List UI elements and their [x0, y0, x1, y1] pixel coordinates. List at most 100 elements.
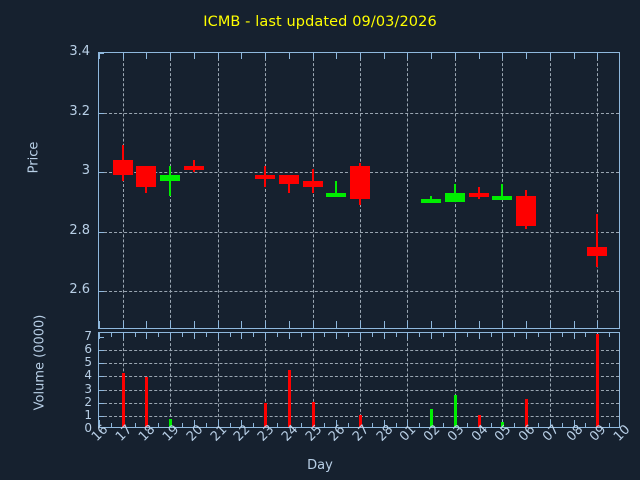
price-gridline [99, 231, 619, 233]
volume-top-tick [549, 333, 551, 339]
candle-wick [335, 181, 338, 196]
volume-bar [169, 419, 173, 427]
volume-bottom-minor-tick [585, 423, 587, 427]
price-gridline [99, 291, 619, 293]
volume-tick-label: 3 [84, 381, 92, 396]
candle-body [492, 195, 513, 200]
volume-tick-mark [99, 415, 104, 417]
price-axis-label: Price [26, 141, 42, 174]
volume-bottom-minor-tick [205, 423, 207, 427]
price-tick-label: 2.6 [69, 282, 90, 298]
volume-bottom-tick [336, 420, 338, 427]
volume-tick-mark [99, 389, 104, 391]
volume-gridline-vertical [217, 333, 219, 427]
volume-top-minor-tick [276, 333, 278, 337]
volume-top-tick [170, 333, 172, 339]
volume-top-minor-tick [466, 333, 468, 337]
volume-gridline-vertical [549, 333, 551, 427]
candle-body [468, 192, 489, 197]
volume-bottom-minor-tick [395, 423, 397, 427]
candle-body [350, 166, 370, 199]
volume-gridline [99, 376, 619, 378]
volume-tick-mark [99, 350, 104, 352]
volume-bottom-minor-tick [514, 423, 516, 427]
price-tick-label: 3.4 [69, 44, 90, 59]
volume-bottom-tick [193, 420, 195, 427]
chart-title: ICMB - last updated 09/03/2026 [203, 14, 437, 30]
volume-top-minor-tick [609, 333, 611, 337]
volume-top-tick [146, 333, 148, 339]
volume-gridline [99, 350, 619, 352]
volume-gridline [99, 389, 619, 391]
volume-bottom-minor-tick [490, 423, 492, 427]
volume-tick-mark [99, 376, 104, 378]
volume-bar [501, 421, 505, 427]
volume-bar [359, 415, 362, 427]
price-bottom-tick [549, 321, 551, 328]
volume-gridline-vertical [502, 333, 504, 427]
volume-top-minor-tick [585, 333, 587, 337]
volume-top-minor-tick [158, 333, 160, 337]
volume-top-tick [312, 333, 314, 339]
price-tick-label: 3.2 [69, 103, 90, 119]
volume-top-tick [573, 333, 575, 339]
volume-bar [477, 415, 481, 427]
price-top-tick [407, 53, 409, 59]
price-bottom-tick [193, 321, 195, 328]
volume-top-tick [407, 333, 409, 339]
price-top-tick [454, 53, 456, 59]
candle-body [112, 160, 133, 176]
candle-body [444, 192, 465, 202]
volume-bottom-minor-tick [561, 423, 563, 427]
volume-top-tick [431, 333, 433, 339]
candle-wick [430, 195, 433, 199]
volume-tick-mark [99, 363, 104, 365]
volume-bottom-tick [407, 420, 409, 427]
price-top-tick [383, 53, 385, 59]
volume-bottom-tick [383, 420, 385, 427]
volume-tick-mark [99, 402, 104, 404]
volume-bar [525, 399, 529, 427]
price-bottom-tick [122, 321, 124, 328]
price-top-tick [146, 53, 148, 59]
volume-tick-mark [99, 336, 104, 338]
volume-top-minor-tick [395, 333, 397, 337]
day-axis-label: Day [307, 458, 333, 473]
price-top-tick [597, 53, 599, 59]
volume-top-tick [454, 333, 456, 339]
price-tick-label: 2.8 [69, 222, 90, 238]
price-bottom-tick [502, 321, 504, 328]
price-bottom-tick [478, 321, 480, 328]
volume-top-minor-tick [443, 333, 445, 337]
candle-body [255, 175, 276, 180]
volume-bottom-tick [549, 420, 551, 427]
volume-bottom-minor-tick [348, 423, 350, 427]
volume-top-minor-tick [110, 333, 112, 337]
volume-top-minor-tick [229, 333, 231, 337]
volume-top-tick [193, 333, 195, 339]
price-bottom-tick [383, 321, 385, 328]
candle-body [160, 175, 181, 182]
price-top-tick [336, 53, 338, 59]
price-top-tick [549, 53, 551, 59]
volume-bottom-minor-tick [466, 423, 468, 427]
price-top-tick [312, 53, 314, 59]
price-tick-mark [99, 291, 104, 293]
volume-top-minor-tick [134, 333, 136, 337]
volume-top-tick [383, 333, 385, 339]
volume-top-minor-tick [371, 333, 373, 337]
volume-bottom-minor-tick [371, 423, 373, 427]
volume-bar [311, 402, 315, 427]
price-gridline-vertical [122, 53, 124, 328]
volume-top-minor-tick [205, 333, 207, 337]
volume-bottom-minor-tick [253, 423, 255, 427]
price-top-tick [170, 53, 172, 59]
volume-top-tick [99, 333, 100, 339]
volume-bar [287, 370, 291, 427]
price-gridline-vertical [217, 53, 219, 328]
price-top-tick [502, 53, 504, 59]
volume-bottom-tick [217, 420, 219, 427]
price-top-tick [573, 53, 575, 59]
volume-top-tick [360, 333, 361, 339]
